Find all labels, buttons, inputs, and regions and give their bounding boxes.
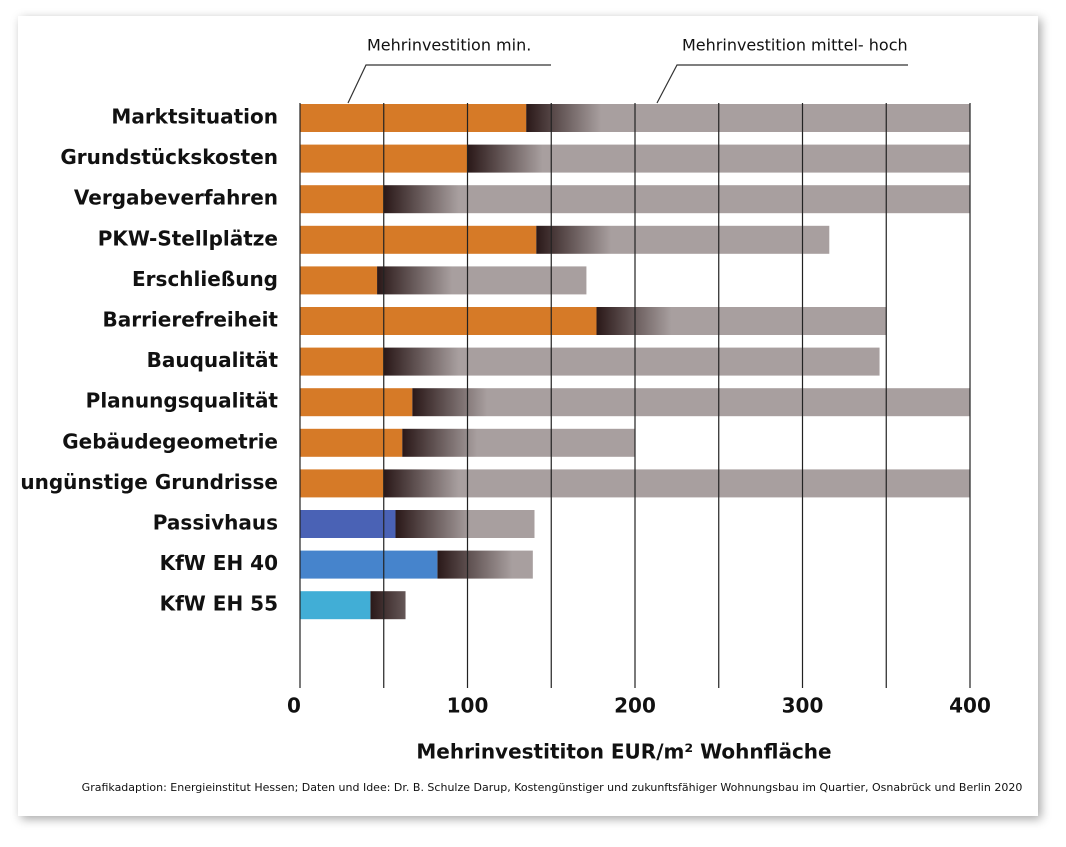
legend-label: Mehrinvestition mittel- hoch <box>682 36 908 55</box>
category-label: ungünstige Grundrisse <box>20 470 278 494</box>
range-bar <box>402 428 635 457</box>
x-tick-label: 300 <box>782 694 824 718</box>
range-bar <box>383 469 970 498</box>
category-label: Erschließung <box>132 267 278 291</box>
legend-leader <box>347 64 551 104</box>
range-bar <box>395 510 535 538</box>
min-bar <box>300 469 384 498</box>
x-tick-label: 200 <box>614 694 656 718</box>
range-bar <box>437 550 533 579</box>
category-label: KfW EH 40 <box>160 551 278 575</box>
category-label: Planungsqualität <box>86 389 279 413</box>
category-label: Bauqualität <box>147 348 279 372</box>
min-bar <box>300 428 403 457</box>
range-bar <box>377 266 587 295</box>
min-bar <box>300 591 371 620</box>
x-tick-label: 0 <box>287 694 301 718</box>
min-bar <box>300 388 413 417</box>
range-bar <box>370 591 406 620</box>
range-bar <box>536 225 830 254</box>
min-bar <box>300 550 438 579</box>
range-bar <box>383 347 880 376</box>
x-axis-title: Mehrinvestititon EUR/m² Wohnfläche <box>416 740 831 764</box>
x-tick-label: 400 <box>949 694 991 718</box>
category-label: Barrierefreiheit <box>102 308 278 332</box>
legend-leader <box>656 64 908 104</box>
category-label: Vergabeverfahren <box>74 186 278 210</box>
range-bar <box>596 307 887 335</box>
category-label: Marktsituation <box>111 105 278 129</box>
category-label: Grundstückskosten <box>60 145 278 169</box>
category-label: Passivhaus <box>153 511 278 535</box>
range-bar <box>526 104 970 132</box>
min-bar <box>300 307 597 335</box>
category-label: Gebäudegeometrie <box>62 429 278 453</box>
range-bar <box>412 388 971 417</box>
category-label: KfW EH 55 <box>160 592 278 616</box>
min-bar <box>300 104 527 132</box>
min-bar <box>300 347 384 376</box>
category-label: PKW-Stellplätze <box>98 226 278 250</box>
min-bar <box>300 266 378 295</box>
source: Grafikadaption: Energieinstitut Hessen; … <box>82 781 1023 794</box>
min-bar <box>300 510 396 538</box>
min-bar <box>300 185 384 214</box>
legend-label: Mehrinvestition min. <box>367 36 531 55</box>
min-bar <box>300 225 537 254</box>
range-bar <box>383 185 970 214</box>
x-tick-label: 100 <box>447 694 489 718</box>
